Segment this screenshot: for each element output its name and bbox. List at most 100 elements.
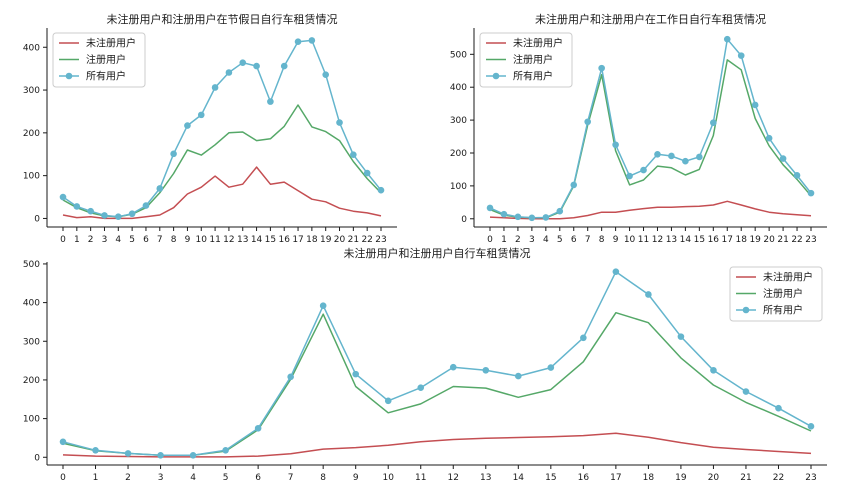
legend-label: 注册用户 xyxy=(763,287,803,300)
x-tick-label: 23 xyxy=(805,473,816,483)
x-tick-label: 15 xyxy=(694,235,705,245)
data-point xyxy=(350,151,357,158)
legend-label: 未注册用户 xyxy=(513,37,563,50)
x-tick-label: 8 xyxy=(599,235,605,245)
y-tick-label: 500 xyxy=(23,260,40,270)
chart-title-overall: 未注册用户和注册用户自行车租赁情况 xyxy=(344,246,531,260)
legend-marker xyxy=(65,72,73,80)
x-tick-label: 2 xyxy=(515,235,521,245)
data-point xyxy=(184,122,191,129)
data-point xyxy=(156,185,164,192)
data-point xyxy=(142,202,150,209)
data-point xyxy=(710,366,717,374)
x-tick-label: 16 xyxy=(278,235,290,245)
y-tick-label: 200 xyxy=(23,129,40,139)
data-point xyxy=(239,59,247,66)
x-tick-label: 4 xyxy=(115,235,121,245)
data-point xyxy=(128,210,136,218)
x-tick-label: 0 xyxy=(487,235,493,245)
x-tick-label: 4 xyxy=(190,473,196,483)
y-tick-label: 100 xyxy=(23,415,40,425)
x-tick-label: 22 xyxy=(773,473,784,483)
x-tick-label: 18 xyxy=(735,235,747,245)
data-point xyxy=(775,404,782,412)
legend-box xyxy=(479,32,573,88)
data-point xyxy=(189,452,197,459)
data-point xyxy=(580,334,587,342)
data-point xyxy=(737,52,745,59)
x-tick-label: 8 xyxy=(171,235,177,245)
x-tick-label: 19 xyxy=(675,473,687,483)
y-tick-label: 0 xyxy=(34,453,40,463)
x-tick-label: 15 xyxy=(545,473,556,483)
data-point xyxy=(253,62,260,70)
x-tick-label: 23 xyxy=(375,235,386,245)
x-tick-label: 1 xyxy=(93,473,99,483)
x-tick-label: 20 xyxy=(708,473,720,483)
x-tick-label: 22 xyxy=(791,235,802,245)
data-point xyxy=(225,69,233,76)
data-point xyxy=(584,118,591,126)
x-tick-label: 16 xyxy=(708,235,720,245)
y-tick-label: 400 xyxy=(23,299,40,309)
data-point xyxy=(267,98,274,105)
x-tick-label: 14 xyxy=(680,235,692,245)
data-point xyxy=(500,210,508,218)
chart-title-holiday: 未注册用户和注册用户在节假日自行车租赁情况 xyxy=(107,12,338,26)
x-tick-label: 16 xyxy=(578,473,590,483)
legend-box xyxy=(729,266,823,322)
x-tick-label: 11 xyxy=(415,473,426,483)
data-point xyxy=(377,186,385,194)
data-point xyxy=(528,214,536,222)
x-tick-label: 9 xyxy=(185,235,191,245)
x-tick-label: 5 xyxy=(223,473,229,483)
x-tick-label: 19 xyxy=(320,235,332,245)
x-tick-label: 9 xyxy=(613,235,619,245)
data-point xyxy=(115,213,122,221)
data-point xyxy=(308,37,316,44)
x-tick-label: 9 xyxy=(353,473,359,483)
x-tick-label: 11 xyxy=(638,235,649,245)
y-tick-label: 100 xyxy=(450,182,467,192)
y-tick-label: 300 xyxy=(450,116,467,126)
data-point xyxy=(751,101,759,109)
data-point xyxy=(384,397,392,405)
x-tick-label: 18 xyxy=(306,235,318,245)
data-point xyxy=(793,172,801,179)
series-line-0 xyxy=(489,200,812,220)
data-point xyxy=(640,166,647,174)
y-tick-label: 200 xyxy=(23,376,40,386)
data-point xyxy=(73,203,81,210)
x-tick-label: 0 xyxy=(60,235,66,245)
y-tick-label: 300 xyxy=(23,86,40,96)
x-tick-label: 5 xyxy=(129,235,135,245)
data-point xyxy=(59,438,67,446)
data-point xyxy=(779,155,787,162)
x-tick-label: 13 xyxy=(666,235,677,245)
data-point xyxy=(294,38,302,45)
x-tick-label: 17 xyxy=(722,235,733,245)
data-point xyxy=(59,193,67,201)
x-tick-label: 10 xyxy=(196,235,208,245)
x-tick-label: 23 xyxy=(805,235,816,245)
x-tick-label: 3 xyxy=(158,473,164,483)
x-tick-label: 7 xyxy=(585,235,591,245)
x-tick-label: 7 xyxy=(157,235,163,245)
data-point xyxy=(363,169,371,177)
x-tick-label: 10 xyxy=(382,473,394,483)
legend-label: 注册用户 xyxy=(86,53,126,66)
data-point xyxy=(668,152,675,160)
legend-label: 所有用户 xyxy=(513,70,553,83)
data-point xyxy=(197,111,205,119)
data-point xyxy=(598,64,605,72)
data-point xyxy=(765,134,773,142)
x-tick-label: 17 xyxy=(610,473,621,483)
y-tick-label: 0 xyxy=(34,214,40,224)
data-point xyxy=(336,119,343,126)
x-tick-label: 8 xyxy=(320,473,326,483)
y-tick-label: 300 xyxy=(23,337,40,347)
